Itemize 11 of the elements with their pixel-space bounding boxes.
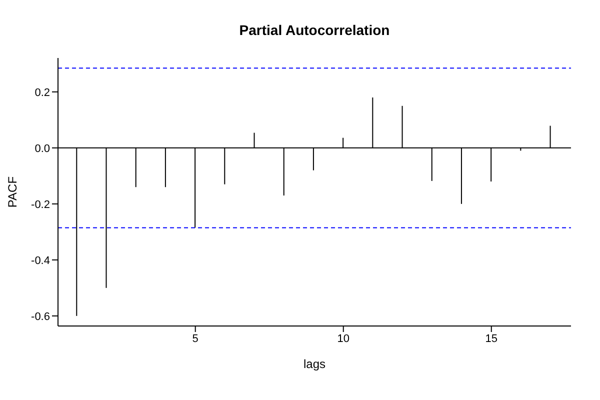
chart-title: Partial Autocorrelation — [238, 22, 391, 38]
y-tick-label: -0.6 — [31, 310, 50, 323]
y-axis-title: PACF — [5, 176, 20, 208]
x-tick-label: 15 — [485, 332, 498, 345]
y-tick-label: -0.2 — [31, 198, 50, 211]
x-tick-label: 5 — [192, 332, 198, 345]
y-tick-label: -0.4 — [31, 254, 50, 267]
x-axis-title: lags — [303, 357, 326, 371]
x-tick-label: 10 — [337, 332, 350, 345]
y-tick-label: 0.2 — [34, 86, 50, 99]
y-tick-label: 0.0 — [34, 142, 50, 155]
